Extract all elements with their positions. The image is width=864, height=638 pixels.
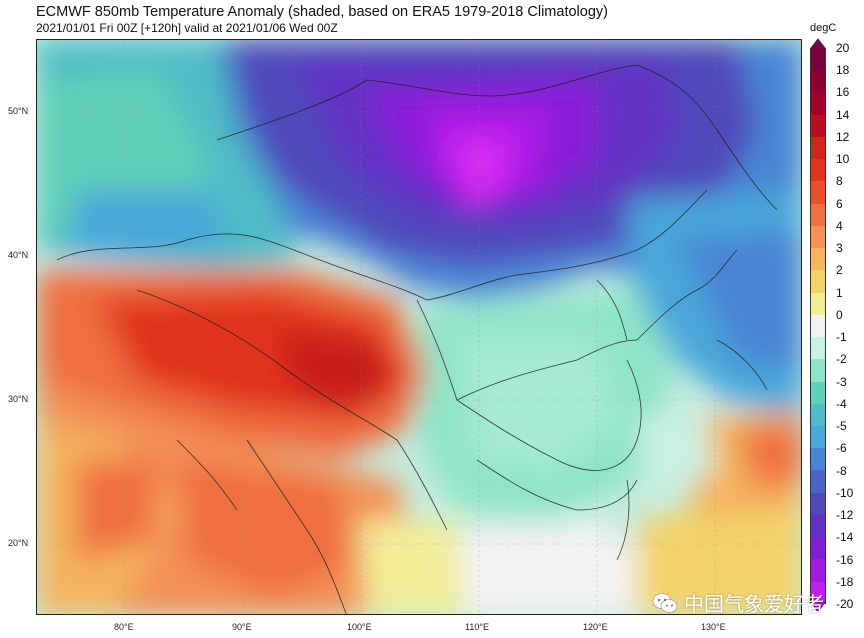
colorbar-units: degC: [810, 22, 837, 34]
colorbar-segment: [810, 48, 826, 71]
colorbar-bottom-arrow: [810, 602, 826, 613]
colorbar-tick-label: 10: [836, 152, 850, 167]
colorbar-tick-label: 2: [836, 263, 843, 278]
lat-label-40n: 40°N: [8, 250, 29, 260]
colorbar-tick-label: -20: [836, 597, 854, 611]
colorbar-tick-label: -14: [836, 530, 854, 545]
colorbar-segment: [810, 181, 826, 204]
colorbar-segment: [810, 159, 826, 182]
colorbar-segment: [810, 337, 826, 360]
colorbar-tick-label: 4: [836, 218, 843, 233]
colorbar-segment: [810, 559, 826, 582]
watermark-text: 中国气象爱好者: [684, 594, 824, 616]
lon-label-110e: 110°E: [465, 622, 489, 632]
colorbar-segment: [810, 581, 826, 604]
colorbar-segment: [810, 492, 826, 515]
colorbar-tick-label: -12: [836, 508, 854, 523]
watermark: 中国气象爱好者: [652, 588, 824, 617]
colorbar-segment: [810, 537, 826, 560]
colorbar-segment: [810, 270, 826, 293]
colorbar-tick-label: 14: [836, 107, 850, 122]
colorbar-segment: [810, 448, 826, 471]
colorbar-segment: [810, 314, 826, 338]
colorbar-segment: [810, 92, 826, 115]
colorbar-tick-label: 3: [836, 241, 843, 256]
colorbar-segment: [810, 514, 826, 538]
colorbar-tick-label: 12: [836, 129, 850, 144]
colorbar-tick-label: 20: [836, 41, 850, 55]
colorbar-segment: [810, 425, 826, 449]
colorbar-segment: [810, 114, 826, 137]
colorbar-tick-label: -16: [836, 552, 854, 567]
colorbar-tick-label: 6: [836, 196, 843, 211]
lon-label-100e: 100°E: [347, 622, 372, 632]
colorbar-tick-label: -1: [836, 330, 847, 345]
colorbar-segment: [810, 403, 826, 426]
lat-label-30n: 30°N: [8, 394, 29, 404]
map-subtitle: 2021/01/01 Fri 00Z [+120h] valid at 2021…: [36, 21, 338, 35]
colorbar-tick-label: -4: [836, 396, 847, 411]
colorbar-tick-label: -18: [836, 574, 854, 589]
colorbar-tick-label: -5: [836, 419, 847, 434]
colorbar-segment: [810, 70, 826, 93]
colorbar-tick-label: -3: [836, 374, 847, 389]
lon-label-130e: 130°E: [701, 622, 726, 632]
colorbar-segment: [810, 225, 826, 249]
colorbar-tick-label: -6: [836, 441, 847, 456]
colorbar-segment: [810, 470, 826, 493]
wechat-icon: [652, 592, 678, 613]
colorbar-tick-label: -2: [836, 352, 847, 367]
anomaly-field: [37, 40, 801, 614]
anomaly-map: [36, 39, 802, 615]
colorbar-segment: [810, 292, 826, 315]
boundary-lines: [56, 64, 778, 614]
colorbar-tick-label: 18: [836, 63, 850, 78]
lon-label-120e: 120°E: [583, 622, 608, 632]
colorbar-tick-label: 16: [836, 85, 850, 100]
lat-label-20n: 20°N: [8, 538, 29, 548]
colorbar-segment: [810, 359, 826, 382]
map-title: ECMWF 850mb Temperature Anomaly (shaded,…: [36, 4, 608, 20]
lat-label-50n: 50°N: [8, 106, 29, 116]
colorbar-tick-label: -8: [836, 463, 847, 478]
colorbar-segment: [810, 203, 826, 226]
colorbar-tick-label: 8: [836, 174, 843, 189]
colorbar-segment: [810, 381, 826, 404]
colorbar-tick-label: -10: [836, 485, 854, 500]
colorbar-segment: [810, 136, 826, 160]
lon-label-80e: 80°E: [114, 622, 134, 632]
colorbar-tick-label: 0: [836, 307, 843, 322]
colorbar-segment: [810, 248, 826, 271]
colorbar-tick-label: 1: [836, 285, 843, 300]
colorbar: [810, 48, 826, 604]
graticule: [37, 40, 801, 614]
lon-label-90e: 90°E: [232, 622, 252, 632]
